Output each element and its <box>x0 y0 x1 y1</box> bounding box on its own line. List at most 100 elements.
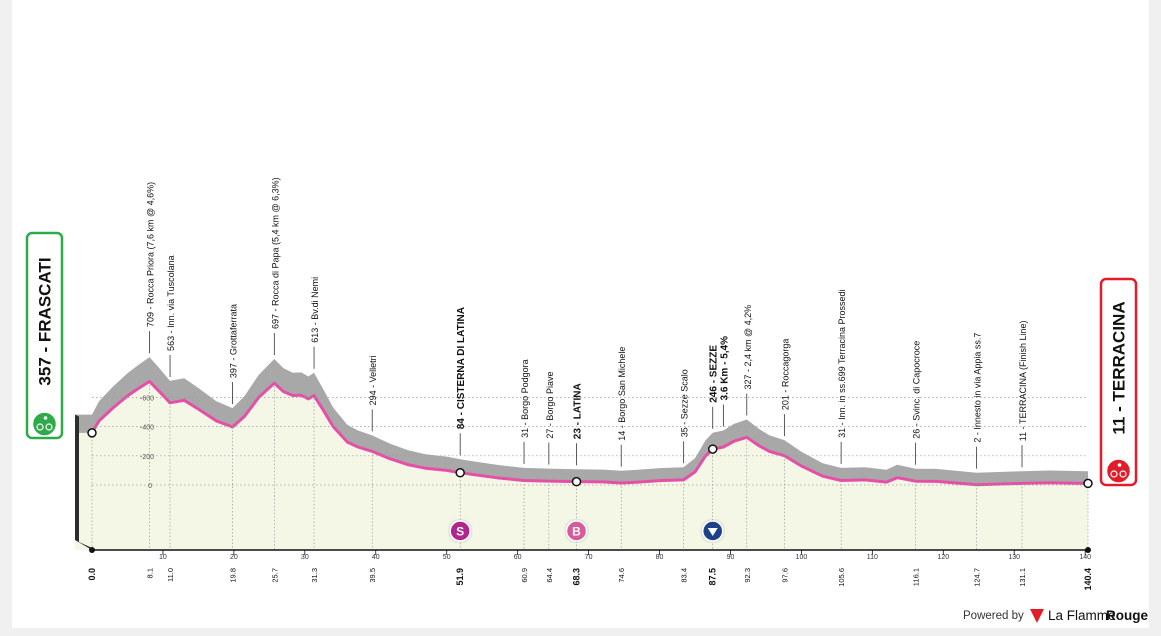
profile-point-dot <box>707 444 718 454</box>
point-badge <box>449 520 471 542</box>
km-label: 8.1 <box>145 568 154 578</box>
axis-start-dot <box>89 547 95 553</box>
x-tick-label: 30 <box>301 554 309 561</box>
km-label: 83.4 <box>680 568 689 583</box>
km-label: 131.1 <box>1018 568 1027 587</box>
km-label: 68.3 <box>572 568 582 586</box>
km-label: 74.6 <box>617 568 626 583</box>
waypoint-label: 23 - LATINA <box>573 383 584 439</box>
profile-point-dot <box>87 428 97 438</box>
waypoint-label: 3.6 Km - 5,4% <box>719 336 730 401</box>
waypoint-label: 697 - Rocca di Papa (5,4 km @ 6,3%) <box>270 177 280 329</box>
km-label: 60.9 <box>520 568 529 583</box>
waypoint-label: 35 - Sezze Scalo <box>680 369 690 437</box>
x-tick-label: 10 <box>159 554 167 561</box>
finish-badge-frame <box>1099 277 1138 487</box>
x-tick-label: 40 <box>372 554 380 561</box>
x-tick-label: 110 <box>867 554 878 561</box>
km-labels: 0.0 8.1 11.0 19.8 25.7 31.3 39.5 51.9 60.9 64.4 68… <box>87 568 1093 591</box>
profile-point-dot <box>1083 478 1093 489</box>
x-tick-label: 50 <box>443 554 451 561</box>
km-label: 0.0 <box>87 568 97 581</box>
waypoint-labels: 709 - Rocca Priora (7,6 km @ 4,6%) 563 - … <box>145 177 1028 442</box>
base-band <box>75 381 1088 550</box>
km-label: 92.3 <box>743 568 752 583</box>
waypoint-label: 563 - Inn. via Tuscolana <box>166 255 176 351</box>
point-badge-label: S <box>456 525 464 539</box>
bike-icon <box>36 423 44 431</box>
profile-point-dot <box>455 467 465 478</box>
brand-text-a: La Flamme <box>1048 608 1116 623</box>
waypoint-label: 327 - 2,4 km @ 4,2% <box>743 305 753 390</box>
axis-end-dot <box>1085 547 1091 553</box>
waypoint-label: 294 - Velletri <box>368 355 378 405</box>
x-tick-label: 140 <box>1079 554 1091 561</box>
km-label: 97.6 <box>780 568 789 583</box>
point-badge-label: B <box>572 525 581 539</box>
x-tick-label: 80 <box>656 554 664 561</box>
waypoint-label: 246 - SEZZE <box>709 345 720 403</box>
waypoint-label: 2 - Innesto in via Appia ss.7 <box>973 333 983 443</box>
finish-badge-label: 11 - TERRACINA <box>1110 301 1129 434</box>
rider-head-icon <box>43 416 48 420</box>
x-tick-label: 100 <box>796 554 808 561</box>
waypoint-label: 31 - Inn. in ss.699 Terracina Prossedi <box>837 290 847 438</box>
waypoint-label: 31 - Borgo Podgora <box>520 359 530 438</box>
x-tick-label: 130 <box>1008 554 1020 561</box>
x-tick-label: 120 <box>937 554 949 561</box>
y-axis-ticks: -200 -400 -600 0 <box>140 395 154 490</box>
point-badge <box>565 520 588 542</box>
gpm-triangle-icon <box>707 528 718 536</box>
bike-icon <box>1110 470 1118 478</box>
start-finish-badges: 357 - FRASCATI 11 - TERRACINA <box>25 231 1138 487</box>
km-label: 19.8 <box>228 568 237 583</box>
x-tick-label: 70 <box>585 554 593 561</box>
km-label: 11.0 <box>166 568 175 582</box>
footer: Powered by La Flamme Rouge <box>963 608 1148 623</box>
waypoint-label: 26 - Svinc. di Capocroce <box>912 341 922 439</box>
y-tick-label: 0 <box>148 483 152 490</box>
x-tick-label: 20 <box>230 554 238 561</box>
waypoint-label: 14 - Borgo San Michele <box>617 347 627 441</box>
waypoint-label: 11 - TERRACINA (Finish Line) <box>1018 320 1028 441</box>
bike-icon <box>45 423 53 431</box>
km-label: 87.5 <box>708 568 718 586</box>
waypoint-label: 397 - Grottaferrata <box>228 304 238 378</box>
waypoint-label: 709 - Rocca Priora (7,6 km @ 4,6%) <box>145 182 155 327</box>
start-badge-icon-circle <box>31 411 58 437</box>
profile-point-dot <box>571 476 582 487</box>
start-wall <box>75 414 92 550</box>
brand-text-b: Rouge <box>1106 608 1148 623</box>
km-label: 105.6 <box>837 568 846 587</box>
km-label: 64.4 <box>545 568 554 583</box>
waypoint-label: 27 - Borgo Piave <box>545 372 555 439</box>
rider-head-icon <box>1117 463 1122 467</box>
profile-line <box>90 380 1089 487</box>
km-label: 124.7 <box>973 568 982 587</box>
powered-by-text: Powered by <box>963 610 1024 622</box>
x-axis <box>89 547 1091 553</box>
waypoint-label: 84 - CISTERNA DI LATINA <box>456 307 467 429</box>
start-badge-frame <box>25 231 64 440</box>
km-label: 140.4 <box>1083 568 1093 591</box>
km-label: 39.5 <box>368 568 377 583</box>
start-badge-label: 357 - FRASCATI <box>36 257 55 385</box>
waypoint-label: 201 - Roccagorga <box>780 339 790 411</box>
bike-icon <box>1119 470 1127 478</box>
waypoint-label: 613 - Bv.di Nemi <box>310 277 320 343</box>
y-tick-label: -600 <box>140 395 154 402</box>
km-label: 51.9 <box>455 568 465 586</box>
x-tick-label: 90 <box>727 554 735 561</box>
km-label: 31.3 <box>310 568 319 583</box>
y-tick-label: -200 <box>140 454 154 461</box>
y-tick-label: -400 <box>140 425 154 432</box>
km-label: 116.1 <box>912 568 921 586</box>
finish-badge-icon-circle <box>1105 458 1132 484</box>
x-axis-ticks: 10 20 30 40 50 60 70 80 90 100 110 120 130 140 <box>159 550 1091 561</box>
brand-flame-icon <box>1030 609 1044 623</box>
x-tick-label: 60 <box>514 554 522 561</box>
km-label: 25.7 <box>270 568 279 583</box>
